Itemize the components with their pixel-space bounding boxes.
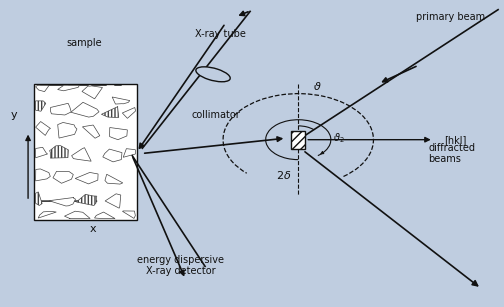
Polygon shape bbox=[36, 122, 50, 135]
Text: $\vartheta_2$: $\vartheta_2$ bbox=[333, 131, 344, 145]
Polygon shape bbox=[50, 103, 71, 115]
Polygon shape bbox=[57, 85, 79, 91]
Polygon shape bbox=[123, 149, 136, 157]
Text: x: x bbox=[89, 224, 96, 234]
Polygon shape bbox=[36, 169, 50, 181]
Polygon shape bbox=[36, 85, 49, 91]
Text: diffracted
beams: diffracted beams bbox=[428, 143, 476, 164]
Polygon shape bbox=[122, 107, 136, 118]
Text: $\vartheta$: $\vartheta$ bbox=[313, 80, 322, 92]
Polygon shape bbox=[36, 192, 42, 205]
Polygon shape bbox=[122, 211, 136, 218]
Text: y: y bbox=[11, 110, 17, 120]
Polygon shape bbox=[83, 125, 100, 138]
Polygon shape bbox=[75, 173, 98, 184]
Polygon shape bbox=[101, 107, 119, 118]
Polygon shape bbox=[72, 148, 91, 161]
Text: $2\delta$: $2\delta$ bbox=[276, 169, 291, 181]
Polygon shape bbox=[53, 171, 73, 183]
Text: sample: sample bbox=[67, 38, 102, 48]
Ellipse shape bbox=[196, 67, 230, 82]
Polygon shape bbox=[94, 212, 115, 219]
Polygon shape bbox=[76, 194, 97, 205]
Bar bbox=[34, 84, 137, 220]
Text: [hkl]: [hkl] bbox=[444, 135, 466, 145]
Text: X-ray tube: X-ray tube bbox=[195, 29, 246, 39]
Bar bbox=[291, 131, 305, 149]
Polygon shape bbox=[65, 211, 90, 219]
Polygon shape bbox=[105, 194, 121, 208]
Text: primary beam: primary beam bbox=[416, 12, 485, 22]
Polygon shape bbox=[38, 212, 56, 218]
Text: energy dispersive
X-ray detector: energy dispersive X-ray detector bbox=[137, 255, 224, 276]
Polygon shape bbox=[82, 86, 102, 99]
Polygon shape bbox=[36, 101, 46, 111]
Polygon shape bbox=[71, 102, 99, 117]
Polygon shape bbox=[49, 197, 76, 206]
Polygon shape bbox=[103, 149, 122, 162]
Polygon shape bbox=[109, 127, 128, 140]
Polygon shape bbox=[57, 122, 77, 138]
Polygon shape bbox=[112, 97, 130, 104]
Text: collimator: collimator bbox=[191, 110, 240, 120]
Polygon shape bbox=[105, 174, 123, 184]
Polygon shape bbox=[36, 147, 47, 158]
Polygon shape bbox=[49, 146, 69, 158]
